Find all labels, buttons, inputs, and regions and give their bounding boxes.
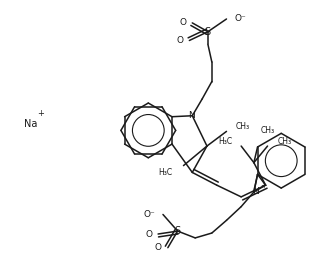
Text: O: O	[155, 243, 162, 252]
Text: S: S	[205, 27, 211, 37]
Text: +: +	[37, 109, 44, 118]
Text: N: N	[188, 111, 195, 120]
Text: O⁻: O⁻	[143, 210, 155, 219]
Text: CH₃: CH₃	[235, 122, 249, 131]
Text: O: O	[179, 18, 186, 27]
Text: H₃C: H₃C	[218, 137, 232, 146]
Text: N: N	[253, 187, 259, 197]
Text: CH₃: CH₃	[277, 137, 291, 146]
Text: O⁻: O⁻	[234, 14, 246, 23]
Text: CH₃: CH₃	[260, 126, 275, 135]
Text: O: O	[176, 36, 183, 45]
Text: Na: Na	[24, 119, 38, 129]
Text: S: S	[174, 226, 181, 236]
Text: O: O	[145, 230, 152, 239]
Text: +: +	[260, 181, 267, 190]
Text: H₃C: H₃C	[159, 168, 173, 177]
